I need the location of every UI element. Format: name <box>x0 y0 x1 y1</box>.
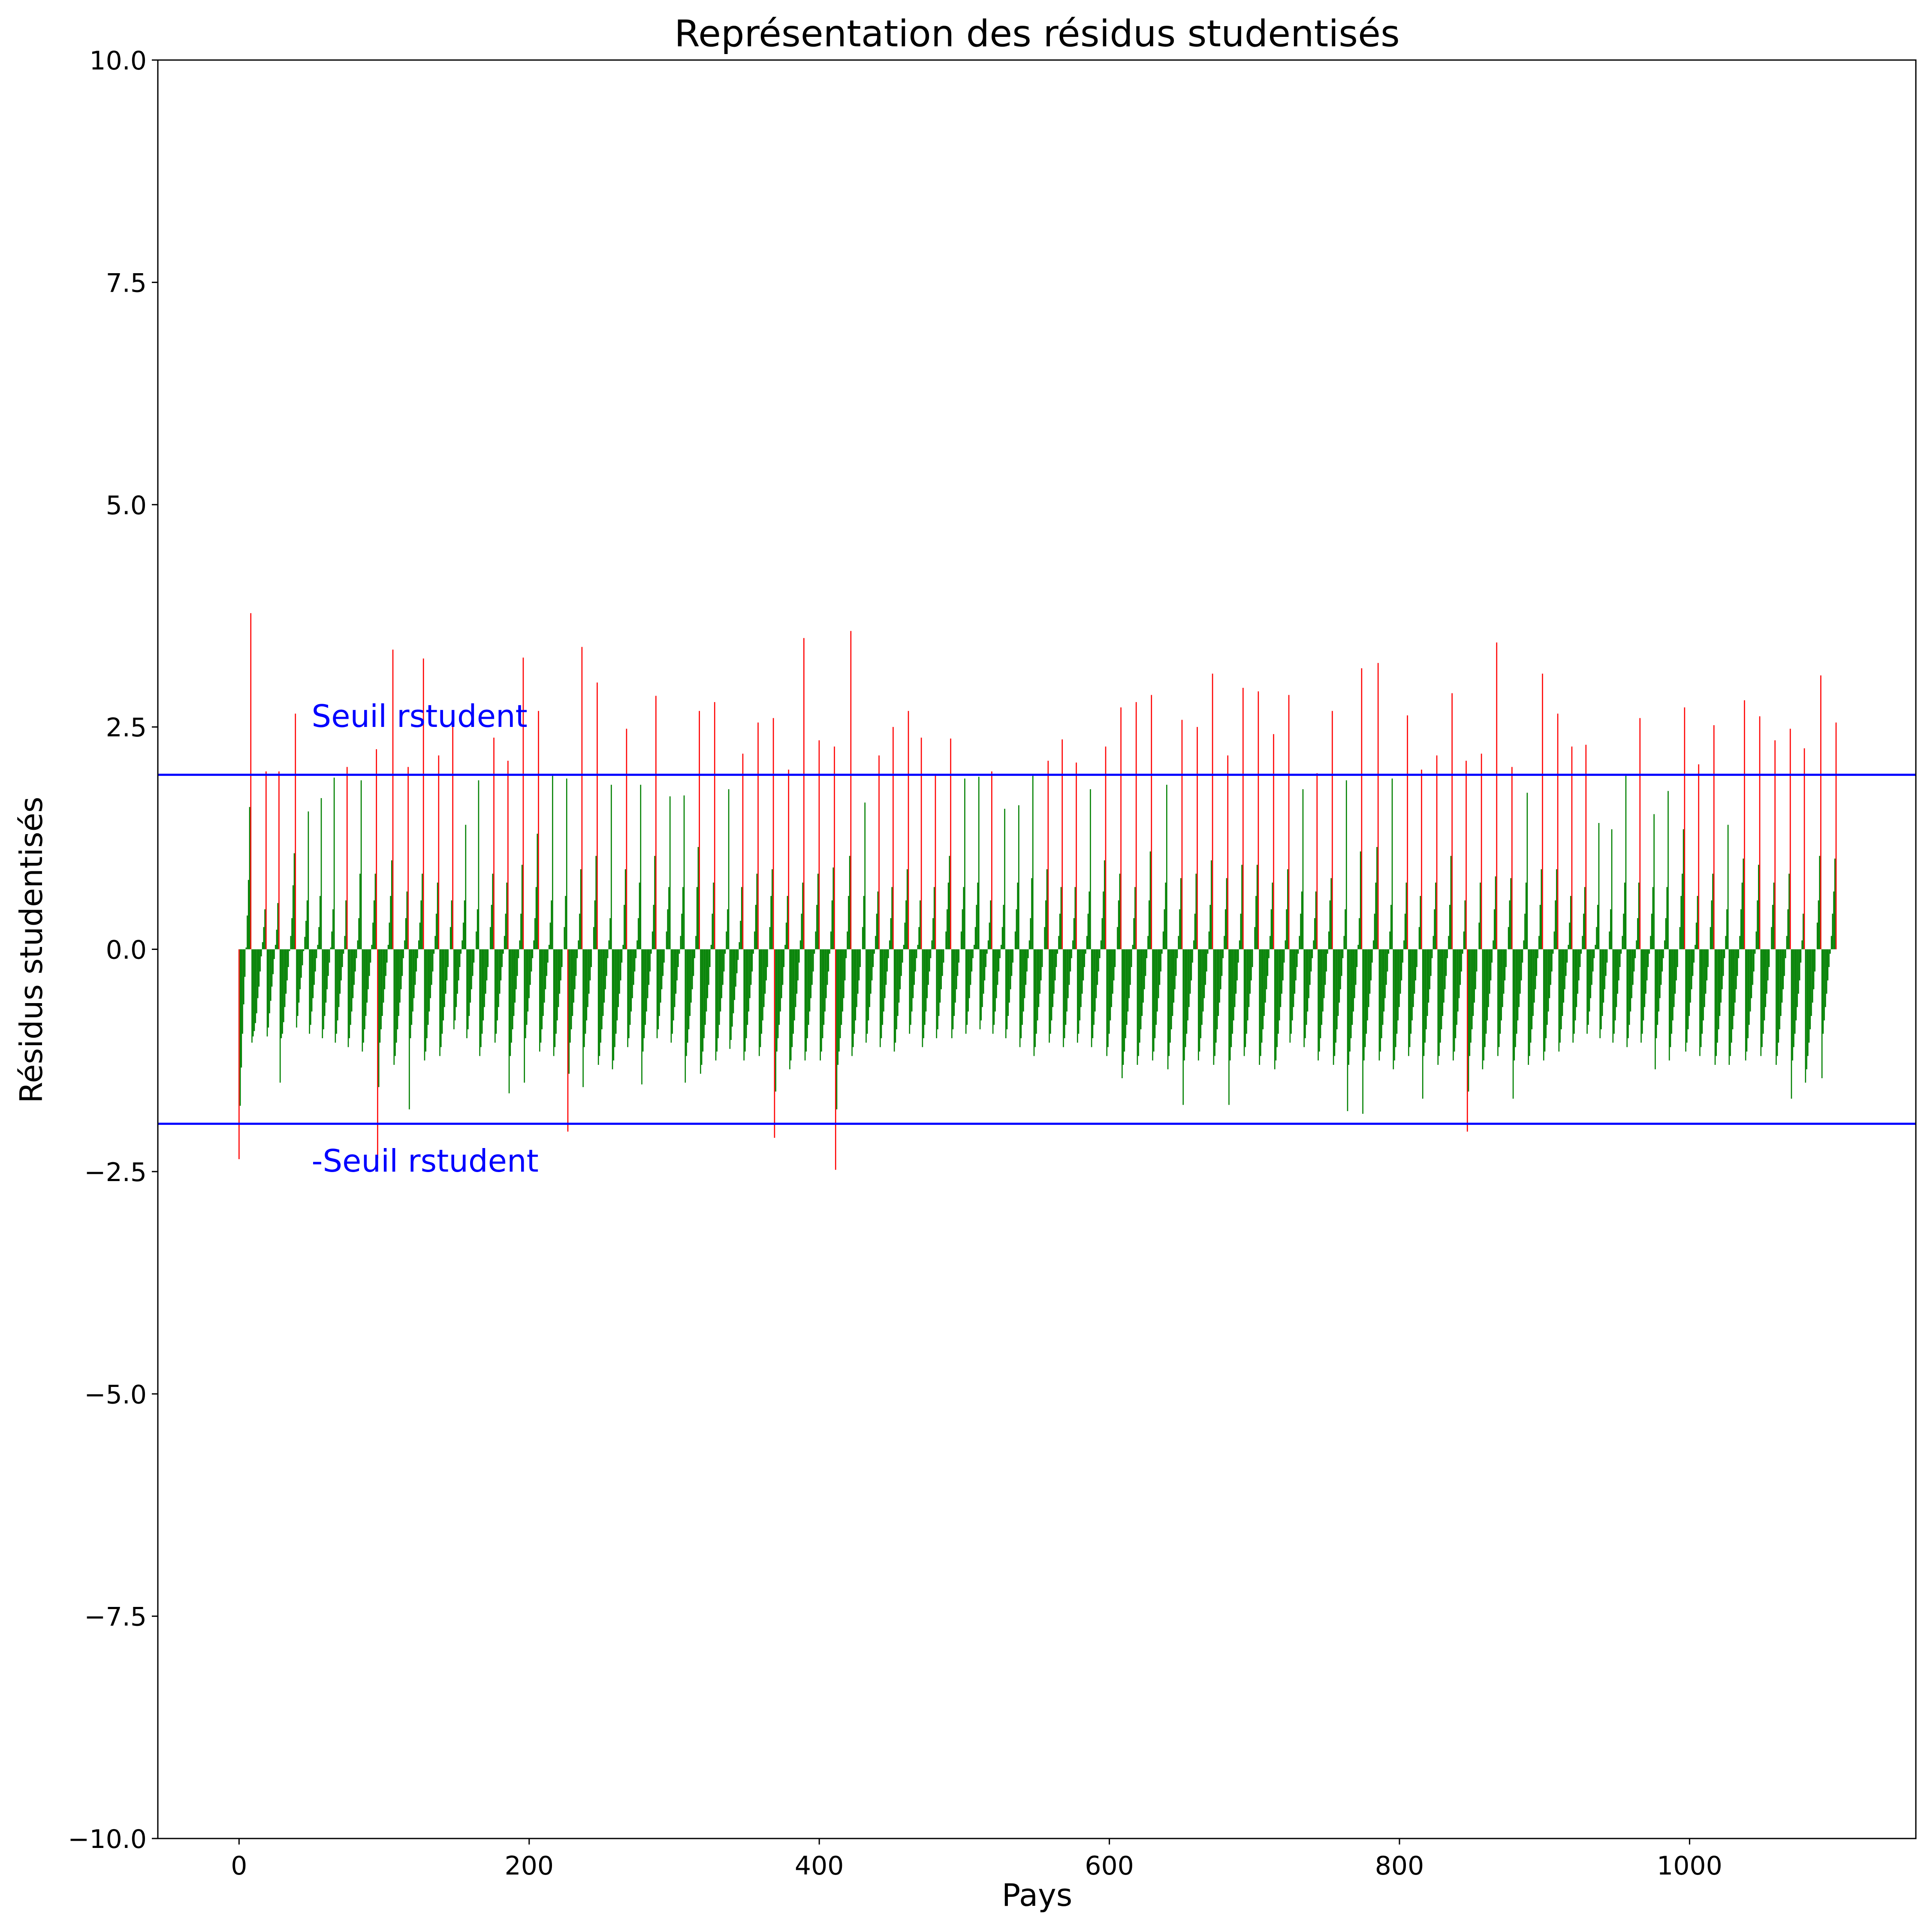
chart-title: Représentation des résidus studentisés <box>674 12 1400 55</box>
y-axis-label: Résidus studentisés <box>13 797 49 1103</box>
y-tick-label: −5.0 <box>84 1380 147 1410</box>
lower-threshold-label: -Seuil rstudent <box>311 1143 538 1179</box>
x-tick-label: 1000 <box>1657 1851 1722 1881</box>
y-tick-label: 0.0 <box>106 935 147 965</box>
x-tick-label: 400 <box>795 1851 844 1881</box>
y-tick-label: 7.5 <box>106 268 147 298</box>
y-tick-label: −10.0 <box>68 1824 147 1854</box>
x-tick-label: 0 <box>231 1851 247 1881</box>
x-tick-label: 600 <box>1085 1851 1134 1881</box>
plot-area: Seuil rstudent -Seuil rstudent −10.0 −7.5 −5… <box>68 46 1917 1881</box>
upper-threshold-label: Seuil rstudent <box>311 698 527 734</box>
y-tick-label: −2.5 <box>84 1157 147 1188</box>
y-tick-label: 10.0 <box>89 46 147 76</box>
y-tick-label: 5.0 <box>106 491 147 521</box>
x-axis-label: Pays <box>1002 1877 1072 1913</box>
y-tick-label: 2.5 <box>106 713 147 743</box>
x-tick-label: 800 <box>1375 1851 1424 1881</box>
y-tick-label: −7.5 <box>84 1602 147 1632</box>
x-tick-label: 200 <box>505 1851 554 1881</box>
